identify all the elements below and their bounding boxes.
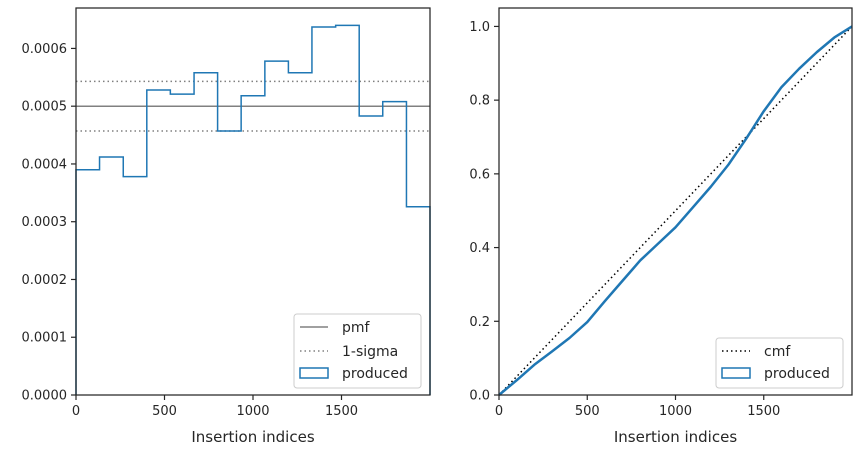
right-legend: cmf produced <box>715 337 844 389</box>
left-y-tick-label: 0.0000 <box>22 389 68 404</box>
right-y-tick-label: 0.0 <box>469 389 490 404</box>
left-x-tick-label: 1500 <box>325 404 358 419</box>
legend-pmf-label: pmf <box>342 320 371 336</box>
left-y-tick-label: 0.0005 <box>22 100 68 115</box>
right-plot-frame <box>498 7 853 396</box>
legend-sigma-label: 1-sigma <box>342 344 398 360</box>
histogram-bin <box>265 61 289 395</box>
right-x-axis-label: Insertion indices <box>614 428 737 446</box>
left-x-tick-label: 500 <box>152 404 177 419</box>
legend-produced-swatch-right <box>721 367 751 379</box>
histogram-bin <box>218 131 242 395</box>
legend-produced-label: produced <box>342 366 408 382</box>
legend-cmf-label: cmf <box>764 344 791 360</box>
left-axis-ticks: 0 500 1000 1500 0.0000 0.0001 0.0002 0.0003 0.00… <box>22 42 359 419</box>
left-y-tick-label: 0.0001 <box>22 331 68 346</box>
right-y-tick-label: 1.0 <box>469 20 490 35</box>
right-chart-panel: 0 500 1000 1500 0.0 0.2 0.4 0.6 0.8 1.0 Insertion… <box>469 7 853 446</box>
left-chart-panel: 0 500 1000 1500 0.0000 0.0001 0.0002 0.0003 0.00… <box>22 7 431 446</box>
histogram-bin <box>170 94 194 395</box>
legend-produced-swatch <box>299 367 329 379</box>
left-legend-box <box>293 313 422 389</box>
left-y-tick-label: 0.0004 <box>22 157 68 172</box>
produced-histogram <box>75 24 431 395</box>
left-y-tick-label: 0.0003 <box>22 215 68 230</box>
right-y-tick-label: 0.8 <box>469 94 490 109</box>
histogram-bin <box>123 177 147 395</box>
left-chart-marks <box>75 24 431 395</box>
left-y-tick-label: 0.0002 <box>22 273 68 288</box>
right-y-tick-label: 0.6 <box>469 167 490 182</box>
right-x-tick-label: 0 <box>495 404 503 419</box>
right-legend-box <box>715 337 844 389</box>
histogram-bin <box>100 157 124 395</box>
right-axis-ticks: 0 500 1000 1500 0.0 0.2 0.4 0.6 0.8 1.0 <box>469 20 780 419</box>
right-y-tick-label: 0.2 <box>469 315 490 330</box>
left-legend: pmf 1-sigma produced <box>293 313 422 389</box>
right-x-tick-label: 1000 <box>659 404 692 419</box>
left-y-tick-label: 0.0006 <box>22 42 68 57</box>
left-x-tick-label: 1000 <box>236 404 269 419</box>
histogram-bin <box>76 170 100 395</box>
histogram-bin <box>147 90 171 395</box>
right-x-tick-label: 500 <box>575 404 600 419</box>
histogram-bin <box>241 96 265 395</box>
right-x-tick-label: 1500 <box>747 404 780 419</box>
left-x-axis-label: Insertion indices <box>191 428 314 446</box>
legend-produced-label-right: produced <box>764 366 830 382</box>
right-y-tick-label: 0.4 <box>469 241 490 256</box>
histogram-bin <box>194 73 218 395</box>
left-x-tick-label: 0 <box>72 404 80 419</box>
